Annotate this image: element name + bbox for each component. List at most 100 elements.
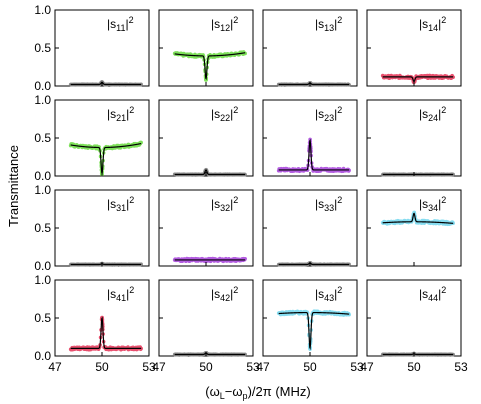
panel-s12: |s12|2 [158,9,254,87]
fit-curve [278,262,350,266]
x-tick-label: 47 [360,360,374,374]
data-point [347,262,351,267]
fit-curve [382,212,454,224]
y-tick-label: 1.0 [34,183,51,197]
panel-s32: |s32|2 [158,189,254,267]
panel-label: |s31|2 [107,195,134,213]
panel-label: |s12|2 [211,15,238,33]
panel-frame [158,279,254,357]
panel-s24: |s24|2 [366,99,462,177]
panel-label: |s24|2 [419,105,446,123]
x-tick-label: 47 [48,360,62,374]
panel-s22: |s22|2 [158,99,254,177]
x-tick-label: 53 [142,360,156,374]
panel-s41: |s41|2 0.0 0.5 1.0 47 50 53 [34,273,156,374]
data-points [172,167,247,177]
panel-s14: |s14|2 [366,9,462,87]
y-tick-label: 0.5 [34,311,51,325]
panel-s13: |s13|2 [262,9,358,87]
panel-s11: |s11|2 0.0 0.5 1.0 [34,3,150,93]
x-axis-title: (ωL−ωp)/2π (MHz) [205,384,310,401]
panel-s31: |s31|2 0.0 0.5 1.0 [34,183,150,273]
fit-curve [278,311,350,351]
fit-curve [174,52,246,80]
y-tick-label: 0.0 [34,349,51,363]
data-points [276,81,351,87]
fit-curve [278,82,350,86]
y-tick-label: 0.5 [34,41,51,55]
fit-curve [278,138,350,171]
panel-label: |s32|2 [211,195,238,213]
y-tick-label: 0.5 [34,221,51,235]
panel-s44: |s44|2 47 50 53 [360,279,468,374]
x-tick-label: 53 [454,360,468,374]
fit-curve [174,352,246,356]
y-tick-label: 0.0 [34,169,51,183]
panel-label: |s42|2 [211,285,238,303]
panel-label: |s14|2 [419,15,446,33]
fit-curve [70,142,142,175]
data-points [276,309,351,351]
panel-s34: |s34|2 [366,189,462,267]
panel-frame [366,189,462,267]
panel-frame [262,189,358,267]
x-tick-label: 47 [256,360,270,374]
x-tick-label: 50 [303,360,317,374]
panel-grid: |s11|2 0.0 0.5 1.0 |s12|2 |s13|2 |s14|2 |s21|2 0… [34,3,468,374]
data-points [380,73,455,85]
data-point [451,75,455,79]
panel-frame [158,189,254,267]
panel-s33: |s33|2 [262,189,358,267]
y-tick-label: 1.0 [34,3,51,17]
x-tick-label: 50 [407,360,421,374]
x-tick-label: 47 [152,360,166,374]
panel-frame [366,279,462,357]
panel-label: |s33|2 [315,195,342,213]
panel-frame [158,99,254,177]
fit-curve [174,169,246,176]
data-point [347,82,351,87]
y-tick-label: 1.0 [34,93,51,107]
x-tick-label: 50 [95,360,109,374]
fit-curve [70,263,142,266]
x-tick-label: 53 [350,360,364,374]
panel-label: |s11|2 [107,15,134,33]
panel-s21: |s21|2 0.0 0.5 1.0 [34,93,150,183]
data-points [68,80,143,87]
panel-frame [54,9,150,87]
y-tick-label: 1.0 [34,273,51,287]
data-point [204,78,208,82]
fit-curve [382,353,454,356]
panel-label: |s23|2 [315,105,342,123]
data-points [172,351,247,357]
data-points [380,210,455,227]
y-tick-label: 0.5 [34,131,51,145]
panel-label: |s44|2 [419,285,446,303]
panel-label: |s43|2 [315,285,342,303]
panel-frame [262,9,358,87]
data-point [451,172,455,177]
fit-curve [70,81,142,86]
panel-s43: |s43|2 47 50 53 [256,279,364,374]
x-tick-label: 50 [199,360,213,374]
y-axis-title: Transmittance [6,145,21,227]
x-tick-label: 53 [246,360,260,374]
data-points [276,261,351,267]
panel-label: |s21|2 [107,105,134,123]
panel-label: |s13|2 [315,15,342,33]
y-tick-label: 0.0 [34,259,51,273]
panel-frame [366,99,462,177]
panel-s42: |s42|2 47 50 53 [152,279,260,374]
data-points [276,137,351,174]
y-tick-label: 0.0 [34,79,51,93]
panel-label: |s22|2 [211,105,238,123]
panel-s23: |s23|2 [262,99,358,177]
fit-curve [382,76,454,83]
data-points [68,315,143,352]
panel-label: |s41|2 [107,285,134,303]
panel-label: |s34|2 [419,195,446,213]
panel-frame [54,189,150,267]
data-point [451,352,455,357]
fit-curve [70,316,142,349]
